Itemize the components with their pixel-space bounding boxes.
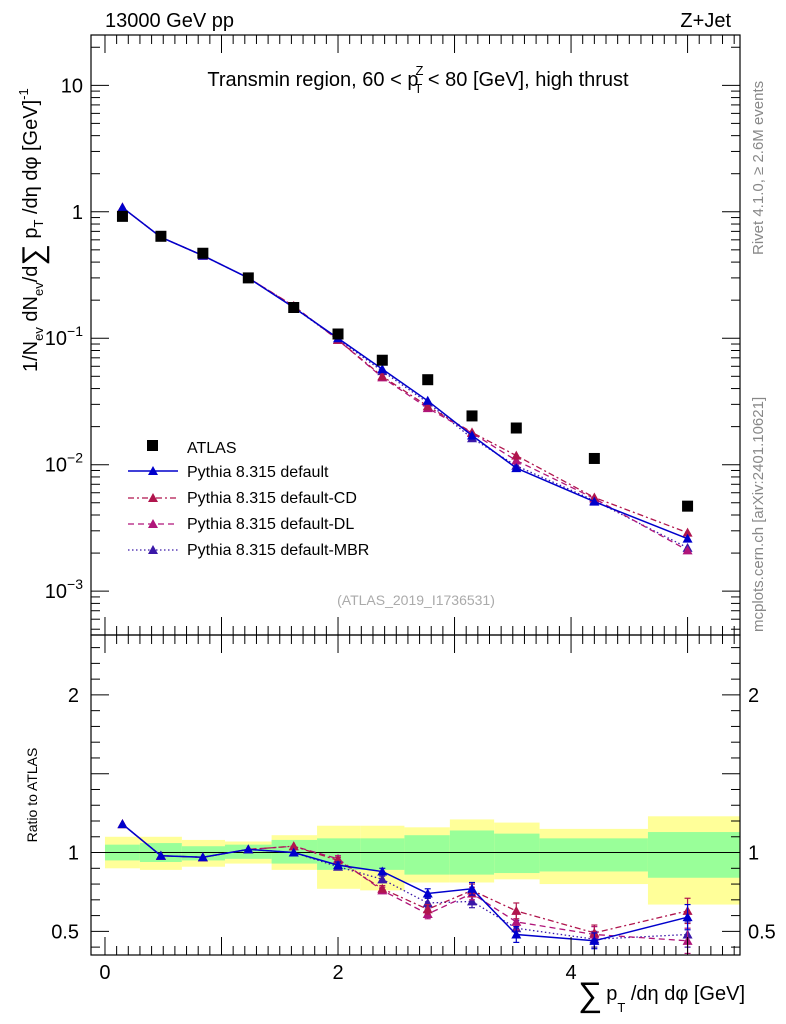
- ratio-band-inner: [494, 833, 540, 874]
- ratio-point-mbr: [377, 874, 388, 884]
- main-point-cd: [377, 371, 388, 381]
- legend-label-cd: Pythia 8.315 default-CD: [187, 490, 357, 507]
- ratio-point-dl: [511, 916, 522, 926]
- main-y-tick-label: 10−1: [45, 323, 83, 350]
- main-point-atlas: [197, 247, 209, 259]
- main-point-default: [511, 463, 522, 473]
- ratio-line-default: [122, 823, 688, 942]
- x-tick-label: 2: [332, 962, 343, 984]
- ratio-point-default: [155, 850, 166, 860]
- ratio-point-default: [197, 852, 208, 862]
- ratio-point-default: [589, 935, 600, 945]
- ratio-band-inner: [539, 838, 648, 872]
- main-y-tick-label: 1: [72, 202, 83, 224]
- legend-label-default: Pythia 8.315 default: [187, 464, 329, 481]
- main-point-default: [117, 202, 128, 212]
- ratio-point-default: [377, 866, 388, 876]
- ratio-band-inner: [360, 838, 405, 870]
- main-y-tick-label: 10−2: [45, 450, 83, 477]
- ratio-y-tick-label-right: 2: [748, 685, 759, 707]
- main-point-default: [422, 395, 433, 405]
- ratio-point-default: [333, 860, 344, 870]
- ratio-band-inner: [404, 835, 450, 875]
- main-y-tick-label: 10−3: [45, 576, 83, 603]
- mcplots-label: mcplots.cern.ch [arXiv:2401.10621]: [750, 397, 767, 632]
- legend-label-atlas: ATLAS: [187, 440, 237, 457]
- main-point-atlas: [332, 328, 344, 340]
- legend-marker-default: [148, 466, 158, 475]
- ratio-bands: [104, 816, 740, 905]
- ratio-point-cd: [422, 904, 433, 914]
- ratio-y-tick-label-right: 0.5: [748, 921, 776, 943]
- main-point-dl: [511, 455, 522, 465]
- legend-label-dl: Pythia 8.315 default-DL: [187, 516, 354, 533]
- main-point-atlas: [682, 500, 694, 512]
- ratio-point-cd: [511, 905, 522, 915]
- main-x-ticks: [104, 35, 735, 635]
- legend-marker-cd: [148, 493, 158, 502]
- chart-title: Transmin region, 60 < pZ T < 80 [GeV], hi…: [207, 63, 629, 96]
- header-process: Z+Jet: [680, 10, 731, 32]
- ratio-point-default: [682, 912, 693, 922]
- ratio-y-tick-label-left: 0.5: [51, 921, 79, 943]
- ratio-y-tick-label-left: 1: [68, 843, 79, 865]
- ratio-y-tick-label-left: 2: [68, 685, 79, 707]
- ratio-point-cd: [377, 883, 388, 893]
- legend-marker-dl: [148, 519, 158, 528]
- legend-marker-atlas: [147, 440, 158, 451]
- main-point-default: [682, 533, 693, 543]
- main-point-atlas: [422, 374, 434, 386]
- main-point-atlas: [242, 272, 254, 284]
- x-tick-label: 0: [99, 962, 110, 984]
- ratio-point-cd: [288, 841, 299, 851]
- ratio-point-default: [467, 883, 478, 893]
- ratio-band-inner: [647, 832, 740, 878]
- main-point-atlas: [376, 354, 388, 366]
- ratio-point-default: [243, 844, 254, 854]
- main-marks: [116, 202, 694, 555]
- ratio-frame: [90, 634, 741, 956]
- main-point-default: [377, 364, 388, 374]
- main-point-default: [467, 430, 478, 440]
- main-point-cd: [511, 450, 522, 460]
- legend-marker-mbr: [148, 545, 158, 554]
- main-line-mbr: [122, 207, 688, 549]
- x-axis-label: ∑ pT /dη dφ [GeV]: [578, 976, 745, 1015]
- main-point-cd: [682, 527, 693, 537]
- main-y-axis-label: 1/Nev dNev/d∑ pT /dη dφ [GeV]-1: [16, 88, 50, 372]
- rivet-label: Rivet 4.1.0, ≥ 2.6M events: [750, 81, 767, 255]
- ratio-point-default: [288, 847, 299, 857]
- main-point-cd: [422, 401, 433, 411]
- main-point-atlas: [116, 210, 128, 222]
- main-point-default: [589, 496, 600, 506]
- ratio-y-ticks: 0.5 0.5 1 1 2 2: [51, 647, 776, 948]
- ratio-point-default: [422, 888, 433, 898]
- main-y-tick-label: 10: [61, 75, 83, 97]
- main-point-atlas: [510, 422, 522, 434]
- ratio-y-tick-label-right: 1: [748, 843, 759, 865]
- ratio-y-axis-label: Ratio to ATLAS: [24, 748, 40, 843]
- ratio-point-default: [117, 819, 128, 829]
- ratio-panel: 0.5 0.5 1 1 2 2 0 2 4 Ratio to ATLAS ∑ pT /dη dφ…: [24, 634, 776, 1015]
- legend: ATLAS Pythia 8.315 default Pythia 8.315 …: [128, 440, 369, 559]
- main-panel: 10 1 10−1 10−2 10−3 Transmin region, 60 < pZ…: [16, 34, 741, 636]
- main-point-atlas: [466, 410, 478, 422]
- main-point-atlas: [288, 302, 300, 314]
- legend-label-mbr: Pythia 8.315 default-MBR: [187, 542, 369, 559]
- ratio-point-mbr: [467, 896, 478, 906]
- main-point-atlas: [155, 230, 167, 242]
- x-tick-label: 4: [565, 962, 576, 984]
- main-point-atlas: [588, 452, 600, 464]
- main-y-ticks: 10 1 10−1 10−2 10−3: [45, 46, 740, 630]
- analysis-watermark: (ATLAS_2019_I1736531): [337, 592, 495, 608]
- main-line-default: [122, 207, 688, 540]
- main-point-dl: [682, 545, 693, 555]
- header-energy: 13000 GeV pp: [105, 10, 234, 32]
- ratio-point-default: [511, 929, 522, 939]
- ratio-x-ticks: 0 2 4: [99, 635, 735, 984]
